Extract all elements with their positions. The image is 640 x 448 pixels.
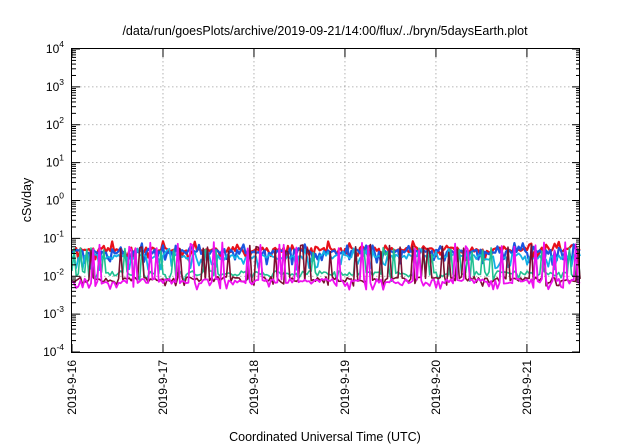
x-tick-labels: 2019-9-16 2019-9-17 2019-9-18 2019-9-19 2019… (65, 360, 534, 415)
x-tick-label: 2019-9-18 (247, 360, 261, 415)
y-tick-labels: 10-4 10-3 10-2 10-1 100 101 102 103 104 (43, 39, 64, 359)
x-tick-label: 2019-9-19 (338, 360, 352, 415)
y-tick-label: 10-4 (43, 342, 64, 359)
y-tick-label: 100 (46, 191, 64, 208)
y-tick-label: 10-2 (43, 266, 64, 283)
x-tick-label: 2019-9-20 (429, 360, 443, 415)
y-tick-label: 104 (46, 39, 64, 56)
grid-lines (72, 49, 580, 352)
y-tick-label: 101 (46, 153, 64, 170)
y-tick-label: 102 (46, 115, 64, 132)
y-tick-label: 10-1 (43, 228, 64, 245)
series-line (71, 241, 581, 291)
chart-title: /data/run/goesPlots/archive/2019-09-21/1… (122, 24, 528, 38)
y-axis-label: cSv/day (20, 177, 34, 222)
data-series (71, 240, 581, 291)
x-tick-label: 2019-9-21 (520, 360, 534, 415)
series-line (71, 243, 581, 288)
plot-frame (71, 48, 580, 353)
x-axis-label: Coordinated Universal Time (UTC) (229, 430, 421, 444)
x-tick-label: 2019-9-16 (65, 360, 79, 415)
y-tick-label: 10-3 (43, 304, 64, 321)
x-tick-label: 2019-9-17 (156, 360, 170, 415)
y-tick-label: 103 (46, 77, 64, 94)
